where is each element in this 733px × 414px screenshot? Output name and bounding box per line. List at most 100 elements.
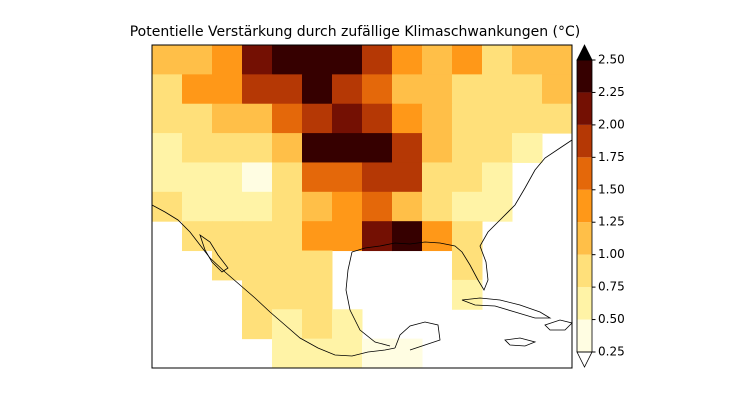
- grid-cell: [392, 191, 423, 222]
- grid-cell: [302, 45, 333, 75]
- grid-cell: [542, 103, 573, 134]
- grid-cell: [242, 309, 273, 340]
- grid-cell: [332, 45, 363, 75]
- colorbar-tick-label: 1.00: [598, 247, 625, 261]
- grid-cell: [362, 74, 393, 105]
- grid-cell: [362, 103, 393, 134]
- grid-cell: [302, 103, 333, 134]
- grid-cell: [302, 162, 333, 193]
- grid-cell: [482, 162, 513, 193]
- coastline: [544, 319, 573, 331]
- grid-cell: [242, 133, 273, 163]
- grid-cell: [272, 162, 303, 193]
- coastline: [351, 139, 573, 291]
- grid-cell: [452, 45, 483, 75]
- grid-cell: [332, 103, 363, 134]
- grid-cell: [332, 74, 363, 105]
- coastline: [504, 337, 537, 347]
- grid-cell: [332, 133, 363, 163]
- grid-cell: [452, 191, 483, 222]
- grid-cell: [392, 103, 423, 134]
- colorbar-bin: [577, 287, 592, 320]
- grid-cells: [152, 45, 573, 369]
- grid-cell: [212, 162, 243, 193]
- grid-cell: [302, 133, 333, 163]
- grid-cell: [332, 191, 363, 222]
- grid-cell: [152, 191, 183, 222]
- grid-cell: [212, 221, 243, 252]
- grid-cell: [272, 309, 303, 340]
- grid-cell: [362, 191, 393, 222]
- grid-cell: [152, 162, 183, 193]
- grid-cell: [302, 221, 333, 252]
- grid-cell: [452, 74, 483, 105]
- colorbar-bin: [577, 189, 592, 223]
- grid-cell: [302, 279, 333, 310]
- grid-cell: [242, 162, 273, 193]
- colorbar-extension-under: [576, 351, 593, 368]
- coastline: [345, 251, 391, 347]
- grid-cell: [452, 103, 483, 134]
- grid-cell: [482, 133, 513, 163]
- grid-cell: [182, 133, 213, 163]
- grid-cell: [152, 133, 183, 163]
- grid-cell: [512, 103, 543, 134]
- colorbar: 0.25 0.50 0.75 1.00 1.25 1.50 1.75 2.00 2.25 2.50: [576, 44, 625, 368]
- colorbar-tick-label: 1.75: [598, 150, 625, 164]
- grid-cell: [212, 250, 243, 281]
- grid-cell: [512, 133, 543, 163]
- grid-cell: [182, 103, 213, 134]
- grid-cell: [272, 338, 303, 369]
- grid-cell: [332, 221, 363, 252]
- grid-cell: [272, 133, 303, 163]
- coastline: [151, 204, 396, 357]
- coastline: [394, 321, 441, 351]
- colorbar-tick-label: 1.50: [598, 182, 625, 196]
- grid-cell: [422, 103, 453, 134]
- colorbar-bin: [577, 92, 592, 125]
- grid-cell: [452, 133, 483, 163]
- grid-cell: [182, 191, 213, 222]
- colorbar-bin: [577, 254, 592, 288]
- grid-cell: [362, 338, 393, 369]
- grid-cell: [242, 250, 273, 281]
- grid-cell: [272, 103, 303, 134]
- grid-cell: [272, 279, 303, 310]
- grid-cell: [422, 191, 453, 222]
- colorbar-tick-label: 0.75: [598, 280, 625, 294]
- grid-cell: [422, 45, 453, 75]
- grid-cell: [212, 191, 243, 222]
- grid-cell: [332, 309, 363, 340]
- grid-cell: [242, 221, 273, 252]
- grid-cell: [452, 162, 483, 193]
- grid-cell: [272, 74, 303, 105]
- grid-cell: [242, 45, 273, 75]
- grid-cell: [542, 74, 573, 105]
- grid-cell: [422, 162, 453, 193]
- colorbar-tick-label: 2.00: [598, 117, 625, 131]
- grid-cell: [152, 45, 183, 75]
- colorbar-frame: [576, 59, 593, 353]
- grid-cell: [362, 45, 393, 75]
- grid-cell: [332, 338, 363, 369]
- grid-cell: [392, 45, 423, 75]
- grid-cell: [212, 103, 243, 134]
- grid-cell: [362, 162, 393, 193]
- grid-cell: [302, 74, 333, 105]
- grid-cell: [302, 191, 333, 222]
- grid-cell: [242, 279, 273, 310]
- grid-cell: [392, 74, 423, 105]
- colorbar-bin: [577, 60, 592, 93]
- grid-cell: [452, 221, 483, 252]
- grid-cell: [392, 162, 423, 193]
- grid-cell: [152, 74, 183, 105]
- colorbar-tick-label: 0.25: [598, 345, 625, 359]
- grid-cell: [332, 162, 363, 193]
- colorbar-bin: [577, 157, 592, 190]
- grid-cell: [512, 45, 543, 75]
- grid-cell: [182, 74, 213, 105]
- grid-cell: [242, 191, 273, 222]
- grid-cell: [482, 45, 513, 75]
- grid-cell: [272, 250, 303, 281]
- grid-cell: [212, 45, 243, 75]
